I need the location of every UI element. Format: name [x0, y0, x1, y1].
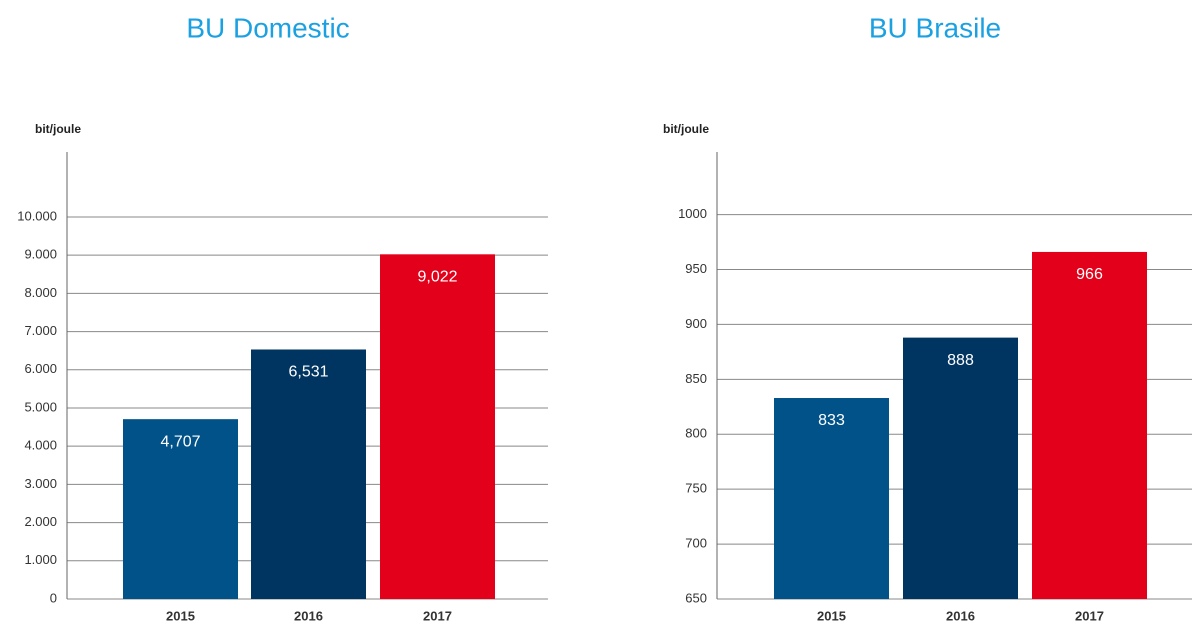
y-tick-label: 950	[685, 261, 707, 276]
x-tick-label: 2017	[423, 608, 452, 623]
x-tick-label: 2015	[166, 608, 195, 623]
y-tick-label: 800	[685, 426, 707, 441]
y-tick-label: 750	[685, 481, 707, 496]
y-tick-label: 850	[685, 371, 707, 386]
y-tick-label: 1000	[678, 206, 707, 221]
chart-title: BU Brasile	[869, 12, 1001, 43]
y-axis-label: bit/joule	[35, 122, 81, 136]
bar	[903, 337, 1018, 599]
chart-title: BU Domestic	[186, 12, 349, 43]
y-tick-label: 10.000	[17, 208, 57, 223]
y-tick-label: 1.000	[24, 552, 57, 567]
bar	[1032, 251, 1147, 599]
data-label: 6,531	[288, 364, 328, 381]
data-label: 9,022	[417, 269, 457, 286]
y-axis-label: bit/joule	[663, 122, 709, 136]
bar	[251, 349, 366, 599]
y-tick-label: 900	[685, 316, 707, 331]
x-tick-label: 2017	[1075, 608, 1104, 623]
x-tick-label: 2015	[817, 608, 846, 623]
x-tick-label: 2016	[294, 608, 323, 623]
bar	[774, 398, 889, 599]
y-tick-label: 0	[50, 590, 57, 605]
data-label: 833	[818, 412, 845, 429]
y-tick-label: 700	[685, 536, 707, 551]
bar	[380, 254, 495, 599]
y-tick-label: 8.000	[24, 285, 57, 300]
data-label: 966	[1076, 266, 1103, 283]
y-tick-label: 6.000	[24, 361, 57, 376]
y-tick-label: 4.000	[24, 438, 57, 453]
y-tick-label: 3.000	[24, 476, 57, 491]
bar	[123, 419, 238, 599]
y-tick-label: 650	[685, 590, 707, 605]
y-tick-label: 2.000	[24, 514, 57, 529]
y-tick-label: 5.000	[24, 399, 57, 414]
data-label: 4,707	[160, 433, 200, 450]
y-tick-label: 7.000	[24, 323, 57, 338]
x-tick-label: 2016	[946, 608, 975, 623]
y-tick-label: 9.000	[24, 247, 57, 262]
data-label: 888	[947, 352, 974, 369]
